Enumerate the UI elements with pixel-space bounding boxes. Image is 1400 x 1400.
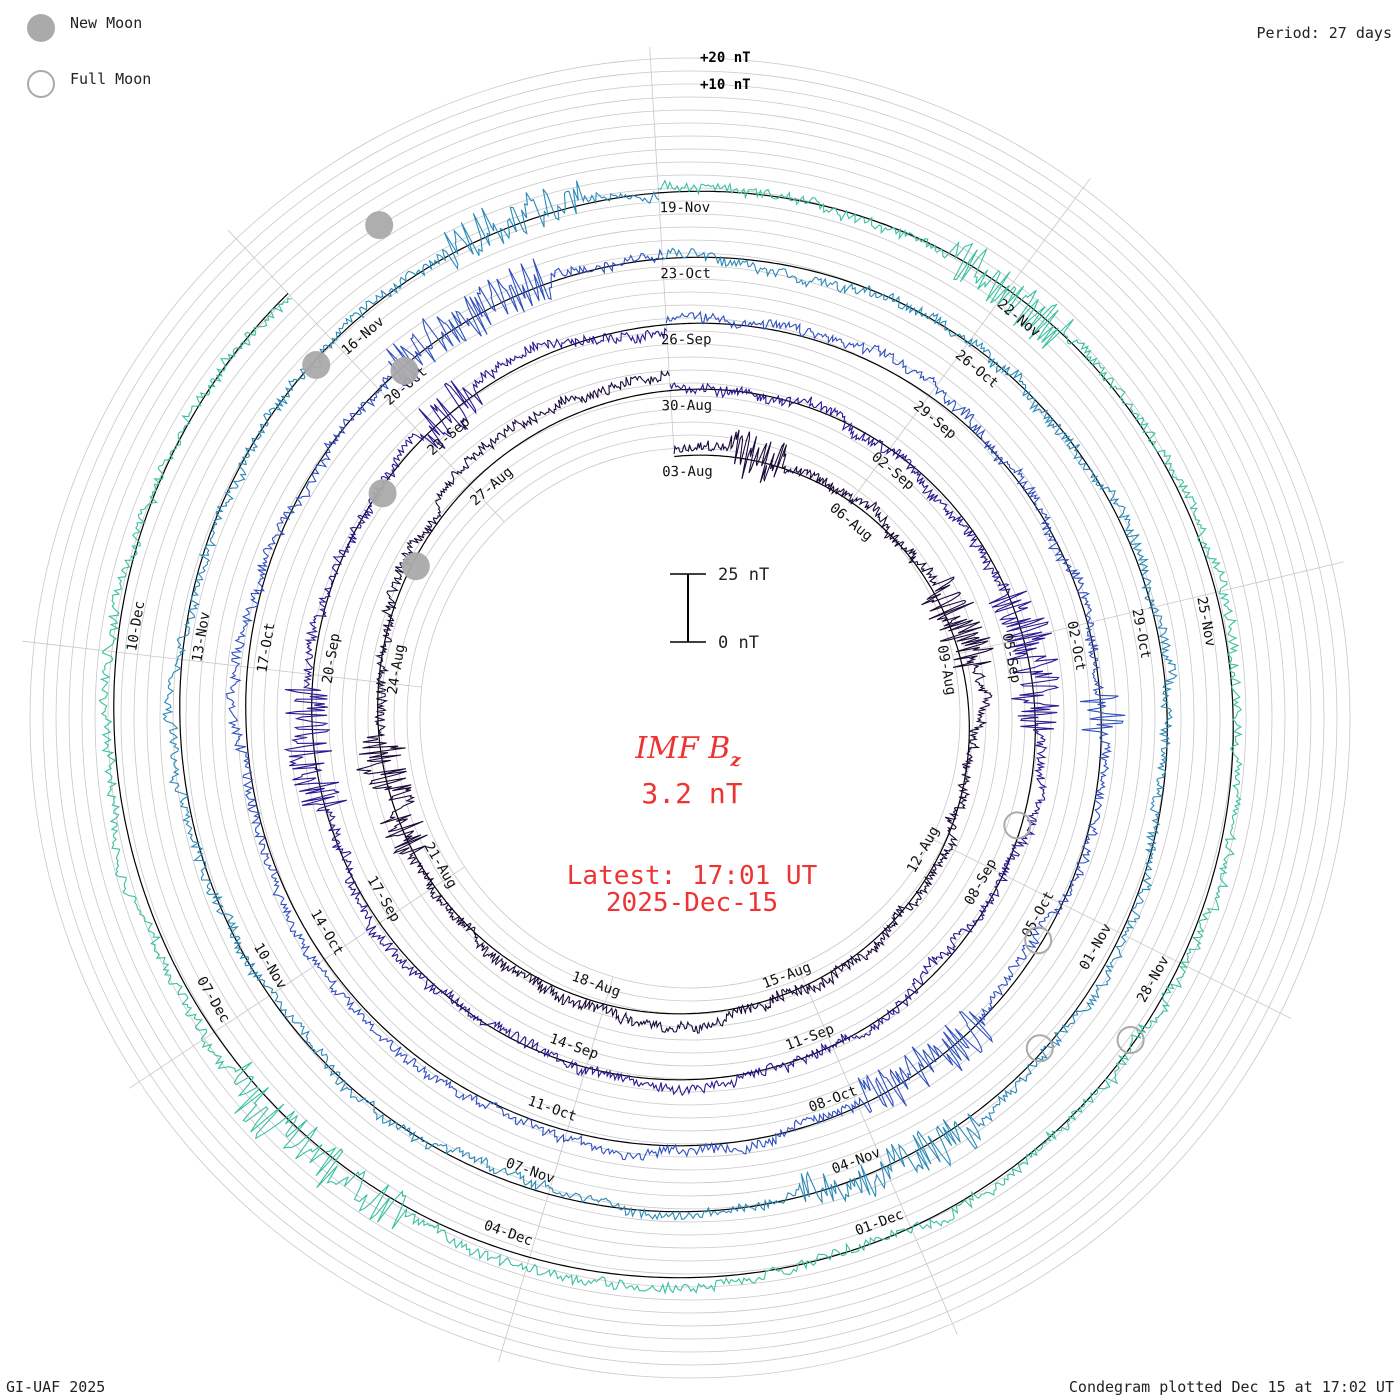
- data-series-turn-1: [356, 369, 994, 1034]
- grid-ring: [341, 369, 1039, 1067]
- grid-spoke: [227, 229, 505, 523]
- grid-ring: [185, 213, 1195, 1223]
- scale-bar-top-label: 25 nT: [718, 565, 769, 585]
- title-subscript: z: [729, 750, 741, 771]
- grid-ring: [159, 187, 1221, 1249]
- grid-ring: [237, 265, 1143, 1171]
- date-label: 10-Nov: [250, 940, 290, 992]
- moon-marker-layer: [302, 211, 1145, 1063]
- data-series-turn-4: [161, 180, 1178, 1221]
- ring-scale-label-10: +10 nT: [700, 77, 751, 93]
- date-label: 15-Aug: [760, 959, 813, 992]
- ring-scale-label-20: +20 nT: [700, 50, 751, 66]
- grid-spoke: [498, 976, 614, 1363]
- grid-ring: [120, 148, 1260, 1288]
- date-label: 02-Oct: [1063, 620, 1088, 673]
- full-moon-legend-label: Full Moon: [70, 70, 152, 88]
- grid-ring: [367, 395, 1013, 1041]
- grid-ring: [289, 317, 1091, 1119]
- date-label: 27-Aug: [467, 464, 516, 509]
- grid-spoke: [649, 47, 675, 449]
- date-label: 09-Aug: [934, 644, 959, 697]
- date-label: 29-Sep: [910, 398, 959, 442]
- full-moon-marker: [1025, 1034, 1054, 1063]
- grid-ring: [107, 135, 1273, 1301]
- title-main: IMF B: [634, 731, 730, 766]
- latest-date: 2025-Dec-15: [606, 888, 778, 918]
- grid-ring: [55, 83, 1325, 1353]
- spiral-grid: [22, 47, 1351, 1379]
- grid-ring: [94, 122, 1286, 1314]
- new-moon-legend-label: New Moon: [70, 14, 143, 32]
- scale-bar-bottom-label: 0 nT: [718, 633, 759, 653]
- credit-label: GI-UAF 2025: [6, 1378, 106, 1396]
- full-moon-marker: [1024, 926, 1053, 955]
- date-label: 21-Aug: [421, 840, 461, 892]
- grid-ring: [68, 96, 1312, 1340]
- date-label: 13-Nov: [189, 611, 213, 664]
- date-label: 23-Oct: [660, 266, 711, 283]
- grid-ring: [315, 343, 1065, 1093]
- date-label: 07-Dec: [193, 974, 233, 1026]
- grid-ring: [42, 70, 1338, 1366]
- grid-ring: [406, 434, 974, 1002]
- grid-ring: [224, 252, 1156, 1184]
- grid-ring: [263, 291, 1117, 1145]
- grid-ring: [198, 226, 1182, 1210]
- current-value: 3.2 nT: [641, 777, 742, 810]
- full-moon-marker: [1116, 1026, 1145, 1054]
- date-label: 20-Sep: [320, 632, 344, 685]
- full-moon-marker: [1003, 811, 1032, 840]
- grid-ring: [172, 200, 1208, 1236]
- date-label: 05-Oct: [1019, 889, 1058, 941]
- data-series-layer: [98, 179, 1243, 1295]
- date-label: 17-Oct: [254, 621, 278, 674]
- date-label: 10-Dec: [124, 600, 148, 653]
- date-label: 28-Nov: [1134, 953, 1173, 1005]
- data-series-turn-5: [98, 179, 1243, 1295]
- new-moon-marker: [302, 351, 331, 379]
- svg-text:IMF Bz: IMF Bz: [634, 731, 741, 771]
- latest-time: Latest: 17:01 UT: [567, 861, 818, 891]
- new-moon-marker: [368, 479, 397, 508]
- grid-ring: [250, 278, 1130, 1158]
- grid-ring: [354, 382, 1026, 1054]
- date-label: 12-Aug: [904, 824, 943, 876]
- new-moon-marker: [401, 552, 430, 581]
- grid-ring: [302, 330, 1078, 1106]
- data-series-turn-3: [225, 248, 1126, 1161]
- date-label: 19-Nov: [660, 200, 711, 217]
- grid-spoke: [931, 838, 1292, 1019]
- grid-ring: [133, 161, 1247, 1275]
- grid-ring: [380, 408, 1000, 1028]
- data-series-turn-2: [283, 327, 1060, 1097]
- scale-bar: 25 nT 0 nT: [670, 565, 769, 653]
- date-label: 03-Aug: [662, 464, 713, 481]
- new-moon-marker: [390, 356, 419, 385]
- grid-ring: [211, 239, 1169, 1197]
- full-moon-legend-icon: [27, 70, 55, 98]
- grid-spoke: [22, 640, 422, 688]
- grid-ring: [276, 304, 1104, 1132]
- date-label: 30-Aug: [662, 398, 713, 415]
- date-label: 26-Sep: [661, 332, 712, 349]
- grid-ring: [81, 109, 1299, 1327]
- center-title: IMF Bz 3.2 nT Latest: 17:01 UT 2025-Dec-…: [567, 731, 818, 918]
- new-moon-marker: [365, 211, 394, 240]
- date-label: 01-Dec: [853, 1207, 906, 1240]
- grid-spoke: [129, 866, 465, 1089]
- period-label: Period: 27 days: [1256, 24, 1392, 42]
- grid-spoke: [797, 965, 958, 1335]
- plotted-timestamp: Condegram plotted Dec 15 at 17:02 UT: [1068, 1378, 1394, 1396]
- new-moon-legend-icon: [27, 14, 55, 42]
- date-label: 29-Oct: [1128, 607, 1153, 660]
- grid-ring: [29, 57, 1351, 1379]
- date-label: 25-Nov: [1193, 595, 1218, 648]
